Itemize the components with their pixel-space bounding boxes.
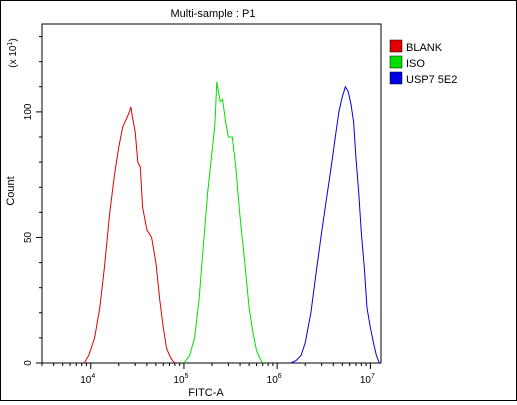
x-tick-exp: 5: [185, 373, 189, 380]
y-multiplier-base: (x 10: [8, 45, 19, 68]
x-tick-label: 107: [360, 373, 375, 386]
y-multiplier-close: ): [8, 38, 19, 41]
plot-area: [41, 23, 382, 364]
x-tick-exp: 7: [371, 373, 375, 380]
x-tick-exp: 4: [91, 373, 95, 380]
series-line-usp7-5e2: [290, 85, 380, 364]
x-tick-base: 10: [267, 375, 279, 386]
x-tick-base: 10: [360, 375, 372, 386]
y-axis-label: Count: [5, 176, 17, 205]
legend-swatch-usp7: [389, 71, 403, 85]
legend-swatch-blank: [389, 39, 403, 53]
series-line-iso: [183, 81, 264, 364]
x-tick-base: 10: [173, 375, 185, 386]
x-tick-label: 106: [267, 373, 282, 386]
legend-label-blank: BLANK: [406, 42, 443, 54]
x-tick-label: 105: [173, 373, 188, 386]
x-tick-label: 104: [80, 373, 95, 386]
y-multiplier-exp: 1: [7, 42, 14, 46]
x-axis-label: FITC-A: [188, 387, 224, 399]
legend-label-usp7: USP7 5E2: [406, 74, 457, 86]
chart-title: Multi-sample : P1: [171, 8, 256, 20]
x-tick-exp: 6: [278, 373, 282, 380]
x-tick-base: 10: [80, 375, 92, 386]
y-tick-label: 100: [23, 103, 34, 120]
y-multiplier-label: (x 101): [7, 38, 19, 67]
legend: BLANK ISO USP7 5E2: [389, 39, 457, 86]
series-line-blank: [83, 106, 176, 364]
legend-swatch-iso: [389, 55, 403, 69]
y-tick-label: 0: [23, 360, 34, 366]
y-tick-label: 50: [23, 231, 34, 243]
legend-label-iso: ISO: [406, 58, 425, 70]
